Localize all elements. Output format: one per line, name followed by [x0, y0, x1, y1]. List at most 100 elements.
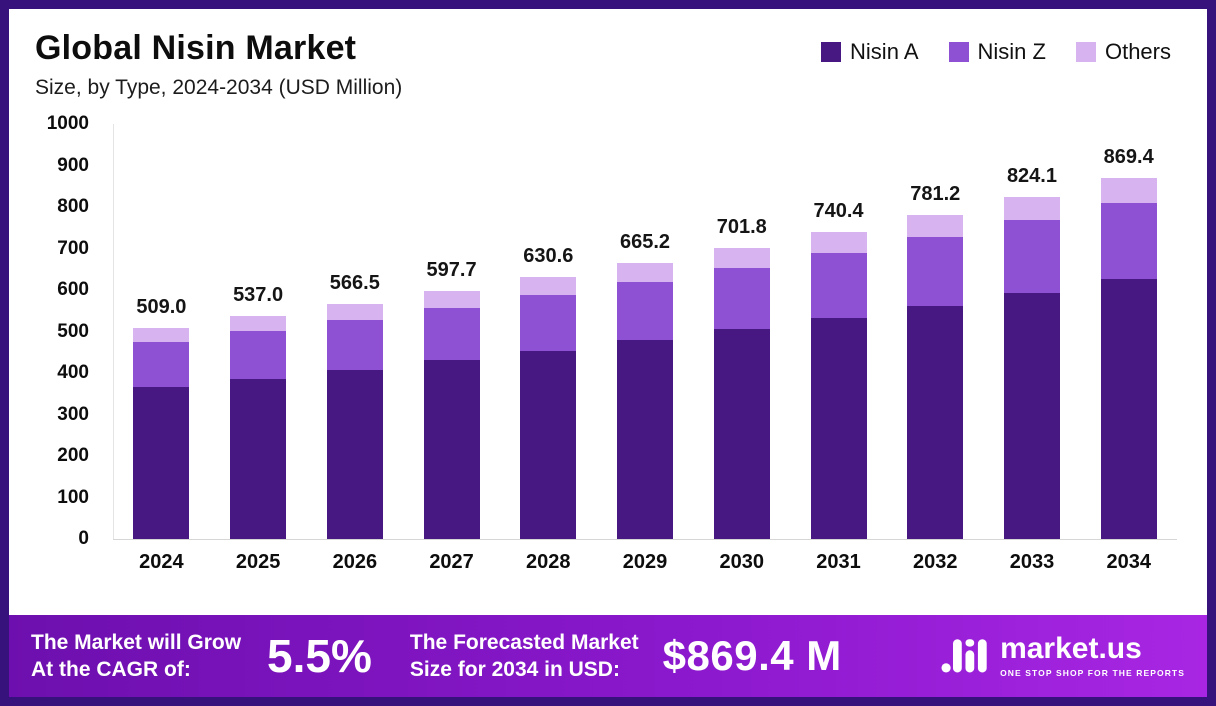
y-tick-label: 500: [57, 320, 89, 342]
chart-plot: 1000 900 800 700 600 500 400 300 200 100 0 509.0 20…: [35, 114, 1181, 596]
total-label: 566.5: [329, 271, 380, 294]
legend-item: Nisin Z: [948, 39, 1046, 65]
x-axis-label: 2031: [816, 550, 861, 573]
legend-label: Nisin A: [850, 39, 919, 64]
legend-label: Nisin Z: [977, 39, 1046, 64]
y-tick-label: 400: [57, 362, 89, 383]
bar-segment-nisin-z: [520, 295, 577, 351]
bar-segment-others: [713, 247, 770, 268]
bar-segment-nisin-a: [133, 386, 190, 539]
y-tick-label: 0: [78, 528, 89, 549]
x-axis-label: 2030: [719, 550, 765, 573]
bar-stack: [907, 214, 964, 539]
forecast-label: The Forecasted Market Size for 2034 in U…: [409, 630, 639, 681]
bar-group: 537.0 2025: [210, 124, 307, 585]
bar-group: 630.6 2028: [500, 124, 597, 585]
bar-stack: [520, 277, 577, 539]
legend: Nisin A Nisin Z Others: [821, 39, 1171, 65]
x-axis-label: 2032: [912, 550, 958, 573]
brand-logo: market.us ONE STOP SHOP FOR THE REPORTS: [941, 633, 1185, 680]
total-label: 597.7: [426, 258, 477, 281]
bar-segment-others: [1003, 197, 1060, 221]
bar-zone: 701.8: [713, 124, 770, 539]
bar-segment-nisin-a: [520, 350, 577, 539]
brand-text: market.us ONE STOP SHOP FOR THE REPORTS: [1000, 632, 1185, 679]
page-title: Global Nisin Market: [35, 29, 357, 67]
chart-card: Global Nisin Market Size, by Type, 2024-…: [9, 9, 1207, 615]
x-axis-label: 2024: [139, 550, 184, 573]
bar-segment-nisin-a: [713, 329, 770, 539]
total-label: 665.2: [620, 231, 671, 254]
total-label: 781.2: [910, 182, 961, 205]
bar-segment-nisin-z: [1003, 220, 1060, 293]
bar-group: 824.1 2033: [984, 124, 1081, 585]
y-tick-label: 100: [57, 486, 89, 508]
bar-stack: [133, 327, 190, 539]
bar-zone: 566.5: [326, 124, 383, 539]
bar-group: 701.8 2030: [693, 124, 790, 585]
bar-segment-others: [326, 303, 383, 320]
brand-tagline: ONE STOP SHOP FOR THE REPORTS: [1000, 668, 1185, 678]
bar-group: 781.2 2032: [887, 124, 984, 585]
bar-zone: 537.0: [230, 124, 287, 539]
bar-segment-nisin-z: [1100, 202, 1157, 280]
bar-stack: [713, 247, 770, 539]
bar-segment-nisin-a: [1003, 292, 1060, 539]
bar-zone: 740.4: [810, 124, 867, 539]
bar-zone: 597.7: [423, 124, 480, 539]
y-tick-label: 200: [57, 445, 89, 466]
x-axis-label: 2029: [622, 550, 668, 573]
bar-stack: [1100, 178, 1157, 539]
legend-item: Others: [1075, 39, 1171, 65]
bar-zone: 665.2: [617, 124, 674, 539]
bar-segment-others: [230, 316, 287, 332]
bar-segment-nisin-a: [617, 340, 674, 539]
y-tick-label: 900: [57, 154, 89, 176]
bar-segment-nisin-z: [423, 307, 480, 361]
bar-zone: 824.1: [1003, 124, 1060, 539]
total-label: 869.4: [1103, 146, 1154, 169]
bar-stack: [423, 290, 480, 539]
bar-segment-others: [520, 277, 577, 296]
bar-stack: [230, 316, 287, 539]
bar-group: 597.7 2027: [403, 124, 500, 585]
legend-item: Nisin A: [821, 39, 919, 65]
brand-name: market.us: [1000, 632, 1142, 665]
bar-group: 509.0 2024: [113, 124, 210, 585]
x-axis-label: 2034: [1106, 550, 1151, 573]
bar-segment-others: [423, 290, 480, 308]
bar-segment-nisin-a: [230, 378, 287, 539]
x-axis-label: 2026: [332, 550, 378, 573]
y-tick-label: 300: [57, 403, 89, 425]
bar-segment-others: [1100, 178, 1157, 203]
bar-segment-nisin-z: [907, 236, 964, 306]
bar-segment-nisin-z: [133, 342, 190, 387]
x-axis-label: 2033: [1009, 550, 1055, 573]
legend-swatch-nisin-z: [948, 42, 969, 62]
bar-group: 566.5 2026: [306, 124, 403, 585]
market-us-icon: [941, 633, 989, 680]
x-axis-line: [113, 539, 1177, 540]
x-axis-label: 2025: [235, 550, 281, 573]
bar-stack: [1003, 197, 1060, 539]
page-subtitle: Size, by Type, 2024-2034 (USD Million): [35, 76, 403, 99]
legend-label: Others: [1104, 39, 1171, 64]
bar-group: 740.4 2031: [790, 124, 887, 585]
bar-segment-nisin-a: [810, 317, 867, 539]
legend-swatch-nisin-a: [821, 42, 842, 62]
bar-zone: 869.4: [1100, 124, 1157, 539]
footer-banner: The Market will Grow At the CAGR of: 5.5…: [9, 615, 1207, 697]
bar-segment-others: [810, 231, 867, 253]
bar-stack: [617, 263, 674, 539]
bar-segment-nisin-z: [810, 252, 867, 318]
cagr-label: The Market will Grow At the CAGR of:: [31, 630, 242, 681]
bar-segment-nisin-z: [713, 267, 770, 330]
bar-segment-others: [617, 263, 674, 282]
total-label: 701.8: [716, 215, 767, 238]
cagr-value: 5.5%: [267, 630, 372, 682]
forecast-value: $869.4 M: [662, 632, 842, 679]
total-label: 537.0: [233, 284, 284, 307]
total-label: 509.0: [136, 295, 187, 318]
bar-group: 869.4 2034: [1080, 124, 1177, 585]
